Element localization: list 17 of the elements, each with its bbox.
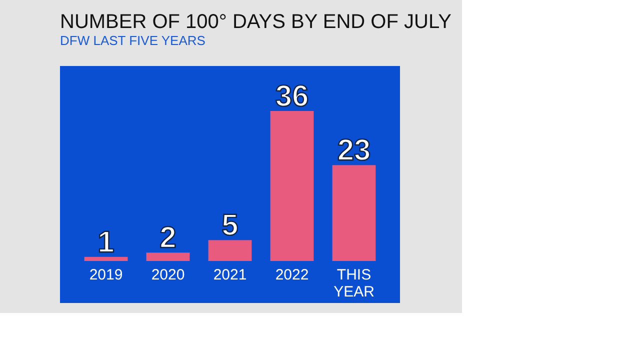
- data-label: 2: [160, 222, 176, 255]
- x-tick-label: THIS YEAR: [334, 266, 375, 300]
- x-tick-label: 2021: [213, 266, 247, 284]
- data-label: 23: [337, 134, 371, 168]
- bar: [84, 256, 128, 261]
- data-label: 36: [275, 80, 309, 113]
- bar: [146, 252, 190, 261]
- bar: [208, 240, 252, 261]
- x-tick-label: 2022: [275, 266, 309, 284]
- chart-title: NUMBER OF 100° DAYS BY END OF JULY: [60, 11, 452, 33]
- chart-subtitle: DFW LAST FIVE YEARS: [60, 33, 206, 48]
- x-tick-label: 2020: [151, 266, 185, 284]
- x-tick-label: 2019: [89, 266, 123, 284]
- data-label: 5: [222, 209, 238, 242]
- bar: [332, 165, 376, 261]
- data-label: 1: [98, 226, 114, 259]
- bar: [270, 111, 314, 261]
